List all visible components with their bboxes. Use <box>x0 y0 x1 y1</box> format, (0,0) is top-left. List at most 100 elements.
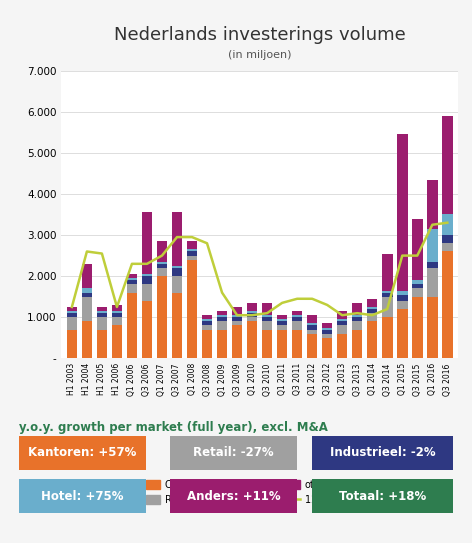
Bar <box>67 313 77 317</box>
Bar <box>337 319 347 321</box>
Bar <box>352 317 362 321</box>
Bar <box>397 134 407 291</box>
12 mnt rolling <box>114 304 120 310</box>
Bar <box>412 285 422 288</box>
Bar <box>382 254 393 291</box>
Bar <box>262 321 272 330</box>
Bar <box>67 311 77 313</box>
Bar <box>367 313 378 321</box>
Bar <box>442 214 453 235</box>
Bar <box>307 330 317 334</box>
Bar <box>142 301 152 358</box>
Bar <box>202 330 212 358</box>
Bar <box>157 262 167 264</box>
Bar <box>97 311 107 313</box>
12 mnt rolling <box>84 248 90 255</box>
Bar <box>277 315 287 319</box>
Bar <box>397 309 407 358</box>
Bar <box>232 321 242 325</box>
12 mnt rolling <box>189 234 195 241</box>
Bar <box>442 116 453 214</box>
Bar <box>97 307 107 311</box>
Bar <box>142 285 152 301</box>
12 mnt rolling <box>219 289 225 296</box>
Bar <box>382 296 393 317</box>
Bar <box>82 321 92 358</box>
Bar <box>97 313 107 317</box>
Bar <box>247 311 257 313</box>
Bar <box>157 276 167 358</box>
Bar <box>217 311 228 315</box>
Bar <box>277 325 287 330</box>
Bar <box>322 330 332 334</box>
Bar <box>292 317 303 321</box>
Bar <box>292 330 303 358</box>
Bar <box>412 296 422 358</box>
Bar <box>277 330 287 358</box>
Bar <box>412 219 422 280</box>
Bar <box>126 285 137 293</box>
Bar <box>442 243 453 251</box>
12 mnt rolling <box>414 252 420 259</box>
Bar <box>352 321 362 330</box>
12 mnt rolling <box>249 312 255 318</box>
Bar <box>142 274 152 276</box>
Bar <box>307 334 317 358</box>
Bar <box>307 324 317 325</box>
12 mnt rolling <box>129 261 135 267</box>
Bar <box>397 301 407 309</box>
Bar <box>202 325 212 330</box>
Bar <box>157 264 167 268</box>
12 mnt rolling <box>279 300 285 306</box>
Bar <box>172 276 182 293</box>
Text: y.o.y. growth per market (full year), excl. M&A: y.o.y. growth per market (full year), ex… <box>19 421 328 434</box>
12 mnt rolling <box>370 312 375 318</box>
Bar <box>247 321 257 358</box>
Bar <box>187 256 197 260</box>
Bar <box>82 296 92 321</box>
Bar <box>157 241 167 262</box>
Bar <box>367 307 378 309</box>
Text: Industrieel: -2%: Industrieel: -2% <box>329 446 435 459</box>
Bar <box>202 319 212 321</box>
Bar <box>126 278 137 280</box>
Bar <box>292 311 303 315</box>
12 mnt rolling <box>204 240 210 247</box>
12 mnt rolling <box>69 304 75 310</box>
Bar <box>67 307 77 311</box>
12 mnt rolling <box>339 312 345 318</box>
Bar <box>427 262 438 268</box>
Legend: Offices, Retail, Industrial, Hotel, other, 12 mnt rolling: Offices, Retail, Industrial, Hotel, othe… <box>142 476 377 509</box>
Title: Nederlands investerings volume: Nederlands investerings volume <box>114 26 405 44</box>
Bar <box>82 293 92 296</box>
Bar <box>112 317 122 325</box>
Bar <box>232 307 242 315</box>
Line: 12 mnt rolling: 12 mnt rolling <box>72 223 447 315</box>
Bar <box>142 276 152 285</box>
12 mnt rolling <box>174 234 180 241</box>
Bar <box>352 303 362 315</box>
Text: Anders: +11%: Anders: +11% <box>187 490 280 503</box>
12 mnt rolling <box>324 302 330 308</box>
Bar <box>187 241 197 249</box>
12 mnt rolling <box>399 252 405 259</box>
Bar <box>67 330 77 358</box>
Bar <box>262 303 272 315</box>
Bar <box>322 338 332 358</box>
Bar <box>322 334 332 338</box>
Bar <box>352 315 362 317</box>
Bar <box>142 212 152 274</box>
Bar <box>337 311 347 319</box>
Bar <box>247 303 257 311</box>
Bar <box>112 313 122 317</box>
12 mnt rolling <box>159 252 165 259</box>
Bar <box>337 334 347 358</box>
Bar <box>427 296 438 358</box>
Text: Totaal: +18%: Totaal: +18% <box>339 490 426 503</box>
Bar <box>202 315 212 319</box>
12 mnt rolling <box>445 219 450 226</box>
Bar <box>232 315 242 317</box>
Bar <box>126 293 137 358</box>
Bar <box>382 291 393 293</box>
Bar <box>172 293 182 358</box>
